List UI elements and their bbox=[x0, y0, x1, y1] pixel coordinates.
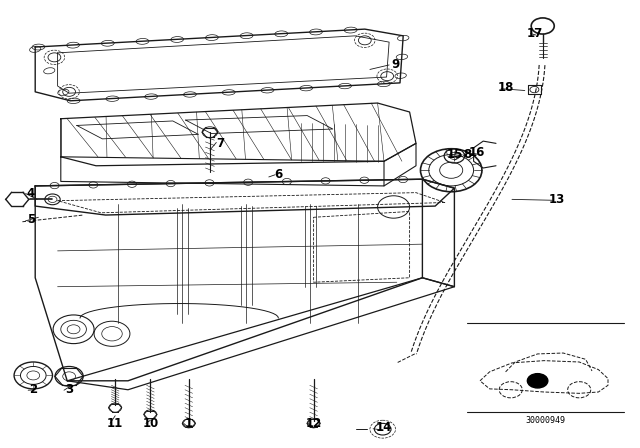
Text: 11: 11 bbox=[107, 417, 124, 430]
Text: 8: 8 bbox=[463, 148, 471, 161]
Text: 12: 12 bbox=[305, 417, 322, 430]
Text: 1: 1 bbox=[185, 417, 193, 430]
Text: 5: 5 bbox=[27, 213, 35, 226]
Circle shape bbox=[527, 374, 548, 388]
Text: 13: 13 bbox=[548, 193, 565, 206]
Text: 14: 14 bbox=[376, 421, 392, 435]
Text: 7: 7 bbox=[217, 137, 225, 150]
Text: 17: 17 bbox=[526, 27, 543, 40]
Text: 6: 6 bbox=[275, 168, 282, 181]
Text: 4: 4 bbox=[27, 187, 35, 200]
Text: 2: 2 bbox=[29, 383, 37, 396]
Text: 9: 9 bbox=[392, 58, 399, 72]
Text: 10: 10 bbox=[142, 417, 159, 430]
Text: 16: 16 bbox=[468, 146, 485, 159]
Text: 18: 18 bbox=[497, 81, 514, 94]
Text: 30000949: 30000949 bbox=[525, 416, 566, 425]
Text: 3: 3 bbox=[65, 383, 73, 396]
Text: 15: 15 bbox=[446, 148, 463, 161]
